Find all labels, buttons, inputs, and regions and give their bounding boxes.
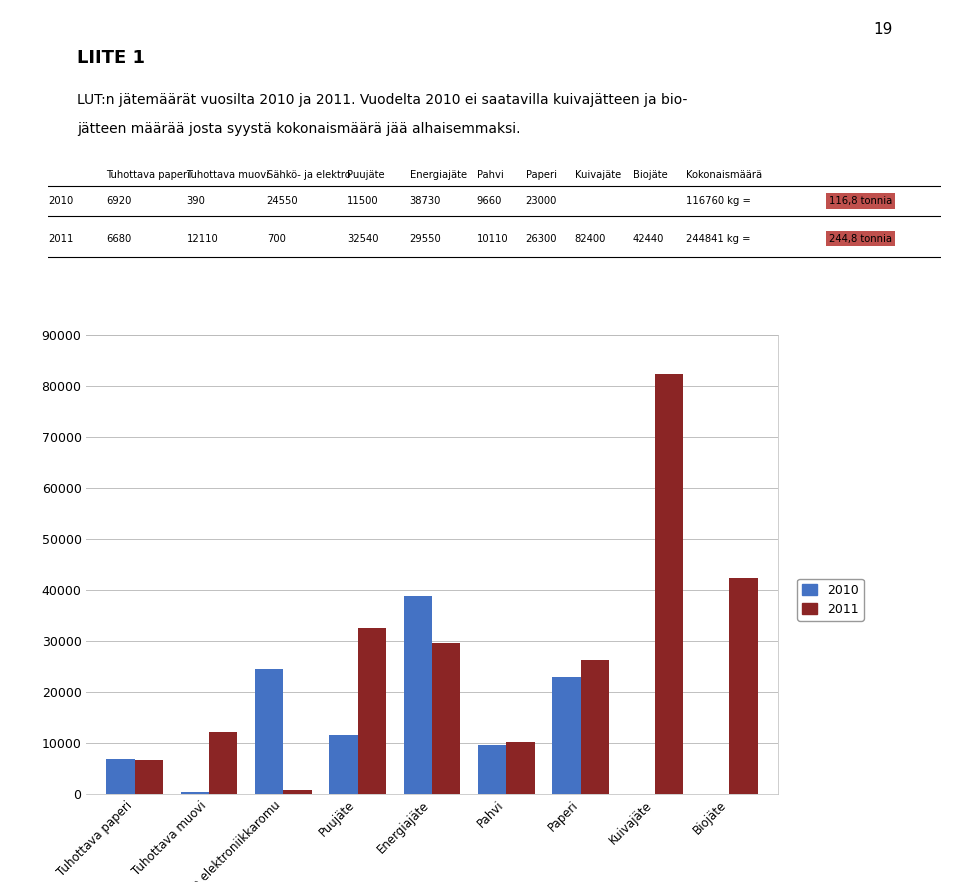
Text: 2011: 2011	[48, 234, 73, 243]
Bar	[730, 578, 757, 794]
Bar	[180, 792, 209, 794]
Text: Sähkö- ja elektro: Sähkö- ja elektro	[267, 169, 350, 180]
Text: 23000: 23000	[526, 196, 557, 206]
Bar	[478, 744, 506, 794]
Text: 38730: 38730	[410, 196, 441, 206]
Text: Paperi: Paperi	[526, 169, 557, 180]
Text: 19: 19	[874, 22, 893, 37]
Text: 24550: 24550	[267, 196, 299, 206]
Text: 82400: 82400	[575, 234, 606, 243]
Text: 390: 390	[186, 196, 205, 206]
Text: Tuhottava paperi: Tuhottava paperi	[106, 169, 190, 180]
Bar	[134, 759, 163, 794]
Text: 116,8 tonnia: 116,8 tonnia	[829, 196, 893, 206]
Text: 26300: 26300	[526, 234, 557, 243]
Text: Kokonaismäärä: Kokonaismäärä	[686, 169, 762, 180]
Text: 2010: 2010	[48, 196, 73, 206]
Text: 11500: 11500	[348, 196, 378, 206]
Text: 6920: 6920	[106, 196, 132, 206]
Text: Puujäte: Puujäte	[348, 169, 385, 180]
Text: jätteen määrää josta syystä kokonaismäärä jää alhaisemmaksi.: jätteen määrää josta syystä kokonaismäär…	[77, 122, 520, 136]
Bar	[581, 660, 609, 794]
Text: 9660: 9660	[476, 196, 502, 206]
Text: 6680: 6680	[106, 234, 132, 243]
Text: 32540: 32540	[348, 234, 378, 243]
Text: 12110: 12110	[186, 234, 218, 243]
Bar	[506, 743, 535, 794]
Bar	[655, 374, 684, 794]
Bar	[283, 790, 312, 794]
Text: Pahvi: Pahvi	[476, 169, 503, 180]
Bar	[209, 732, 237, 794]
Text: LUT:n jätemäärät vuosilta 2010 ja 2011. Vuodelta 2010 ei saatavilla kuivajätteen: LUT:n jätemäärät vuosilta 2010 ja 2011. …	[77, 93, 687, 107]
Bar	[255, 669, 283, 794]
Legend: 2010, 2011: 2010, 2011	[797, 579, 864, 621]
Bar	[358, 628, 386, 794]
Bar	[432, 643, 460, 794]
Bar	[552, 676, 581, 794]
Text: Kuivajäte: Kuivajäte	[575, 169, 621, 180]
Text: 29550: 29550	[410, 234, 442, 243]
Text: Tuhottava muovi: Tuhottava muovi	[186, 169, 270, 180]
Text: LIITE 1: LIITE 1	[77, 49, 145, 66]
Bar	[329, 736, 358, 794]
Text: 42440: 42440	[633, 234, 664, 243]
Text: Biojäte: Biojäte	[633, 169, 667, 180]
Text: 116760 kg =: 116760 kg =	[686, 196, 752, 206]
Bar	[107, 759, 134, 794]
Text: Energiajäte: Energiajäte	[410, 169, 467, 180]
Bar	[404, 596, 432, 794]
Text: 244,8 tonnia: 244,8 tonnia	[829, 234, 892, 243]
Text: 244841 kg =: 244841 kg =	[686, 234, 751, 243]
Text: 700: 700	[267, 234, 286, 243]
Text: 10110: 10110	[476, 234, 508, 243]
